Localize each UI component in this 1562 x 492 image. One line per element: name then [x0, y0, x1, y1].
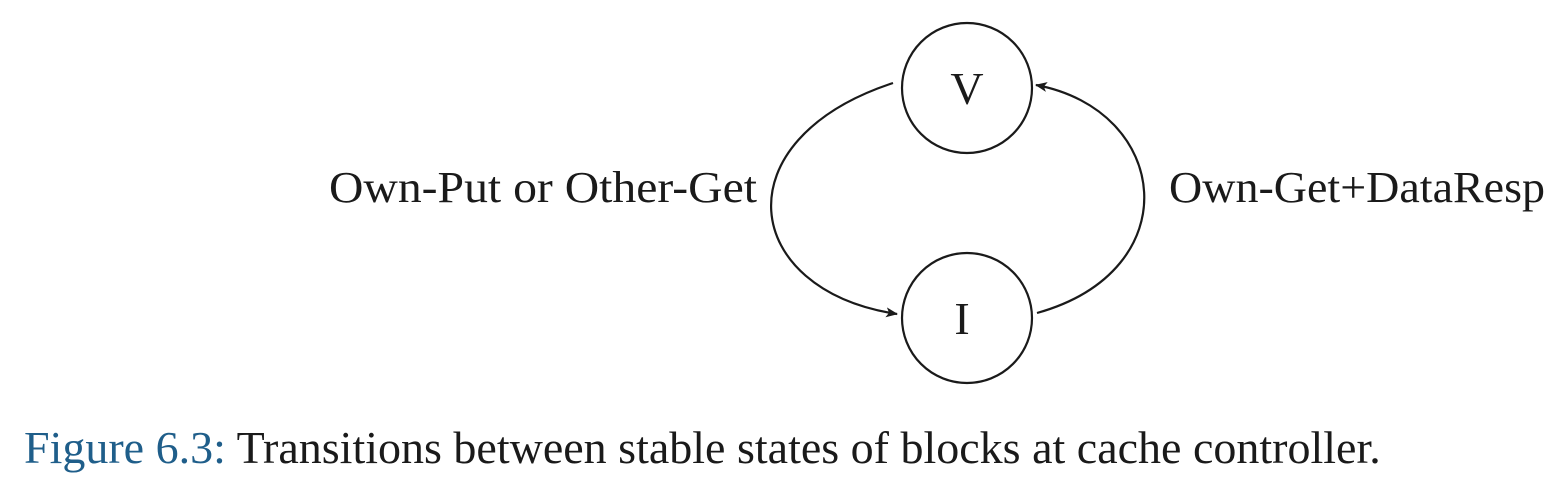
figure-caption-text: Transitions between stable states of blo…: [236, 422, 1381, 473]
transition-i-to-v-label: Own-Get+DataResp: [1169, 163, 1545, 212]
state-i-label: I: [954, 293, 969, 344]
figure-caption: Figure 6.3: Transitions between stable s…: [24, 420, 1381, 475]
state-i: I: [900, 251, 1034, 385]
transition-v-to-i-arrow: [769, 81, 898, 318]
figure-number: Figure 6.3:: [24, 422, 226, 473]
transition-v-to-i-label: Own-Put or Other-Get: [329, 163, 757, 212]
state-i-circle: [900, 251, 1034, 385]
state-v-label: V: [950, 63, 983, 114]
state-v-circle: [900, 21, 1034, 155]
transition-i-to-v-arrow: [1035, 82, 1146, 315]
state-v: V: [900, 21, 1034, 155]
